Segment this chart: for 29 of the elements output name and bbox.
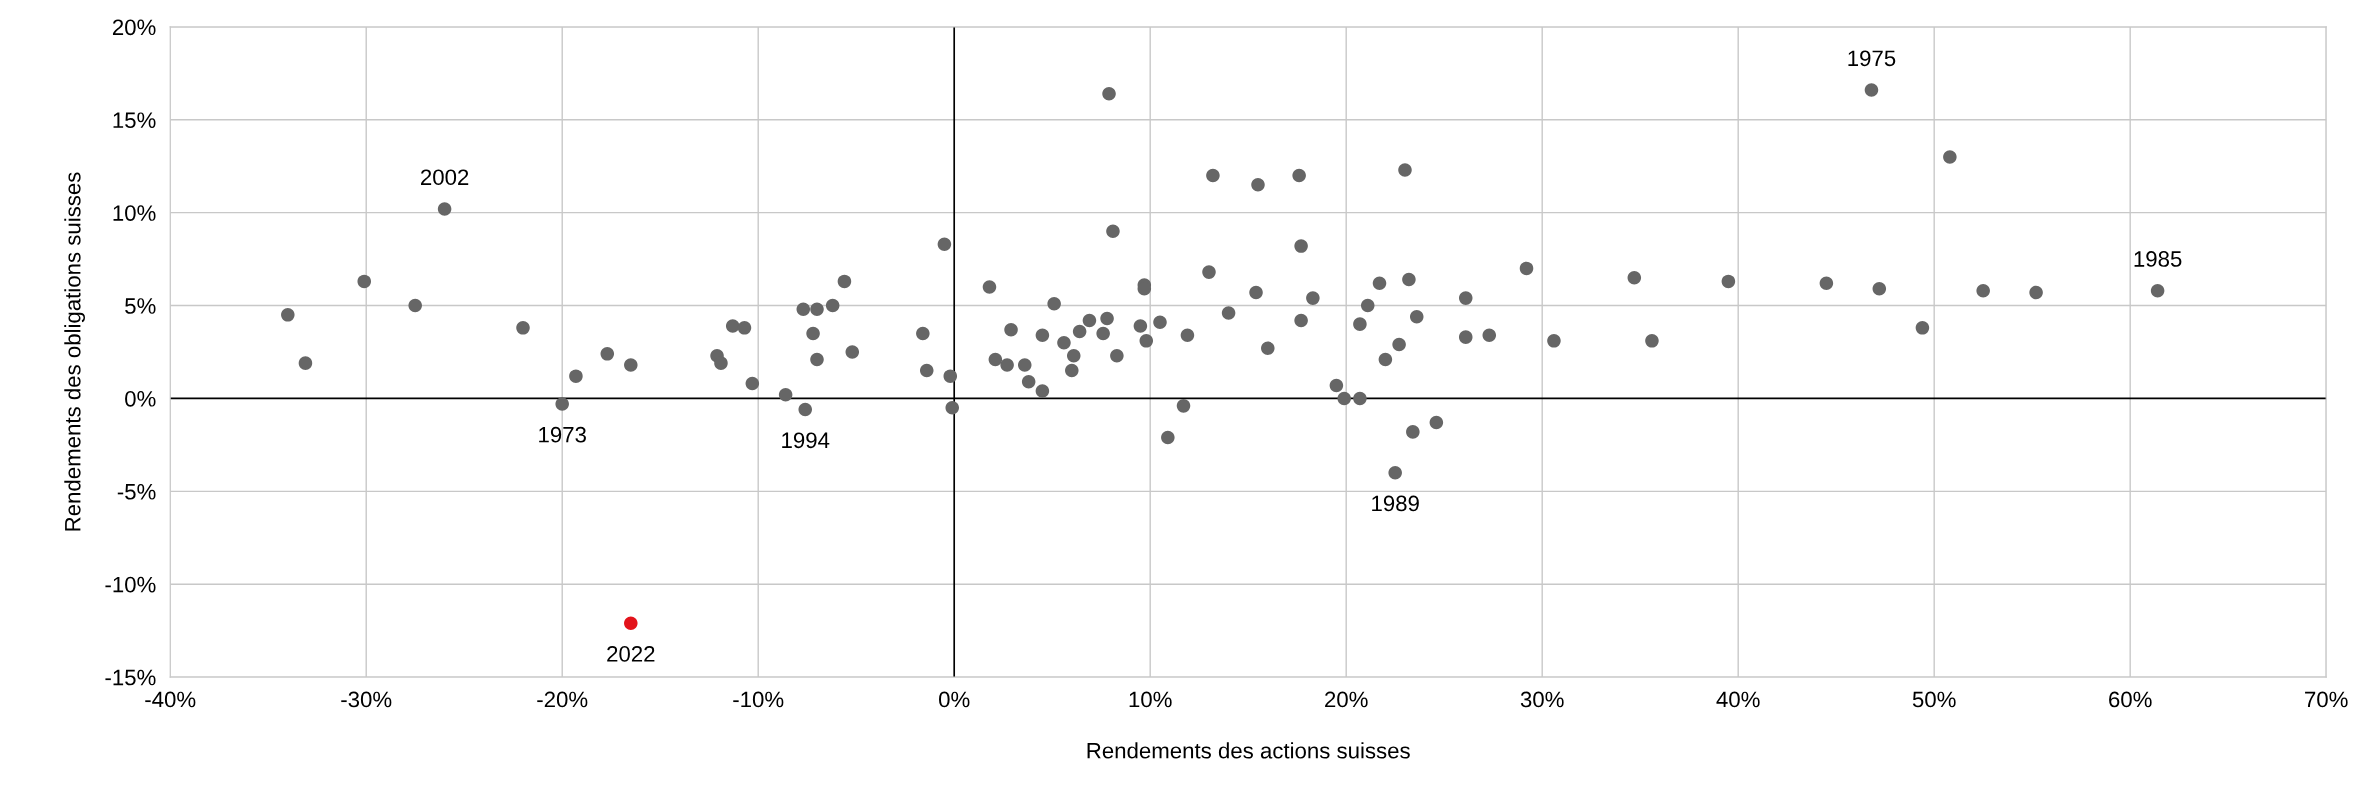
annotation: 2002 bbox=[421, 169, 469, 186]
y-tick-label: -15% bbox=[105, 669, 156, 686]
x-tick-label: 60% bbox=[2109, 691, 2152, 708]
x-tick-label: 30% bbox=[1520, 691, 1564, 708]
y-tick-label: -5% bbox=[117, 483, 156, 500]
x-tick-label: 70% bbox=[2305, 691, 2348, 708]
annotation: 1975 bbox=[1848, 50, 1896, 67]
y-tick-label: 5% bbox=[125, 298, 156, 314]
x-tick-label: 50% bbox=[1912, 691, 1956, 708]
x-tick-label: 10% bbox=[1129, 691, 1172, 708]
y-tick-label: -10% bbox=[105, 576, 156, 593]
y-axis-title: Rendements des obligations suisses bbox=[64, 172, 85, 531]
annotation: 2022 bbox=[607, 646, 655, 662]
x-tick-label: -40% bbox=[145, 691, 196, 708]
x-tick-label: -20% bbox=[537, 691, 588, 708]
x-tick-label: 40% bbox=[1716, 691, 1760, 708]
y-tick-label: 15% bbox=[113, 112, 156, 129]
annotation: 1985 bbox=[2134, 251, 2182, 267]
x-tick-label: 0% bbox=[939, 691, 970, 708]
y-tick-label: 20% bbox=[112, 19, 156, 36]
annotation: 1989 bbox=[1372, 495, 1419, 512]
x-tick-label: 20% bbox=[1325, 691, 1368, 708]
annotation: 1994 bbox=[782, 432, 830, 449]
x-axis-title: Rendements des actions suisses bbox=[1087, 742, 1410, 759]
annotation: 1973 bbox=[539, 426, 586, 443]
x-tick-label: -10% bbox=[733, 691, 784, 708]
x-tick-label: -30% bbox=[341, 691, 392, 708]
y-tick-label: 0% bbox=[125, 390, 156, 407]
y-tick-label: 10% bbox=[113, 205, 156, 221]
